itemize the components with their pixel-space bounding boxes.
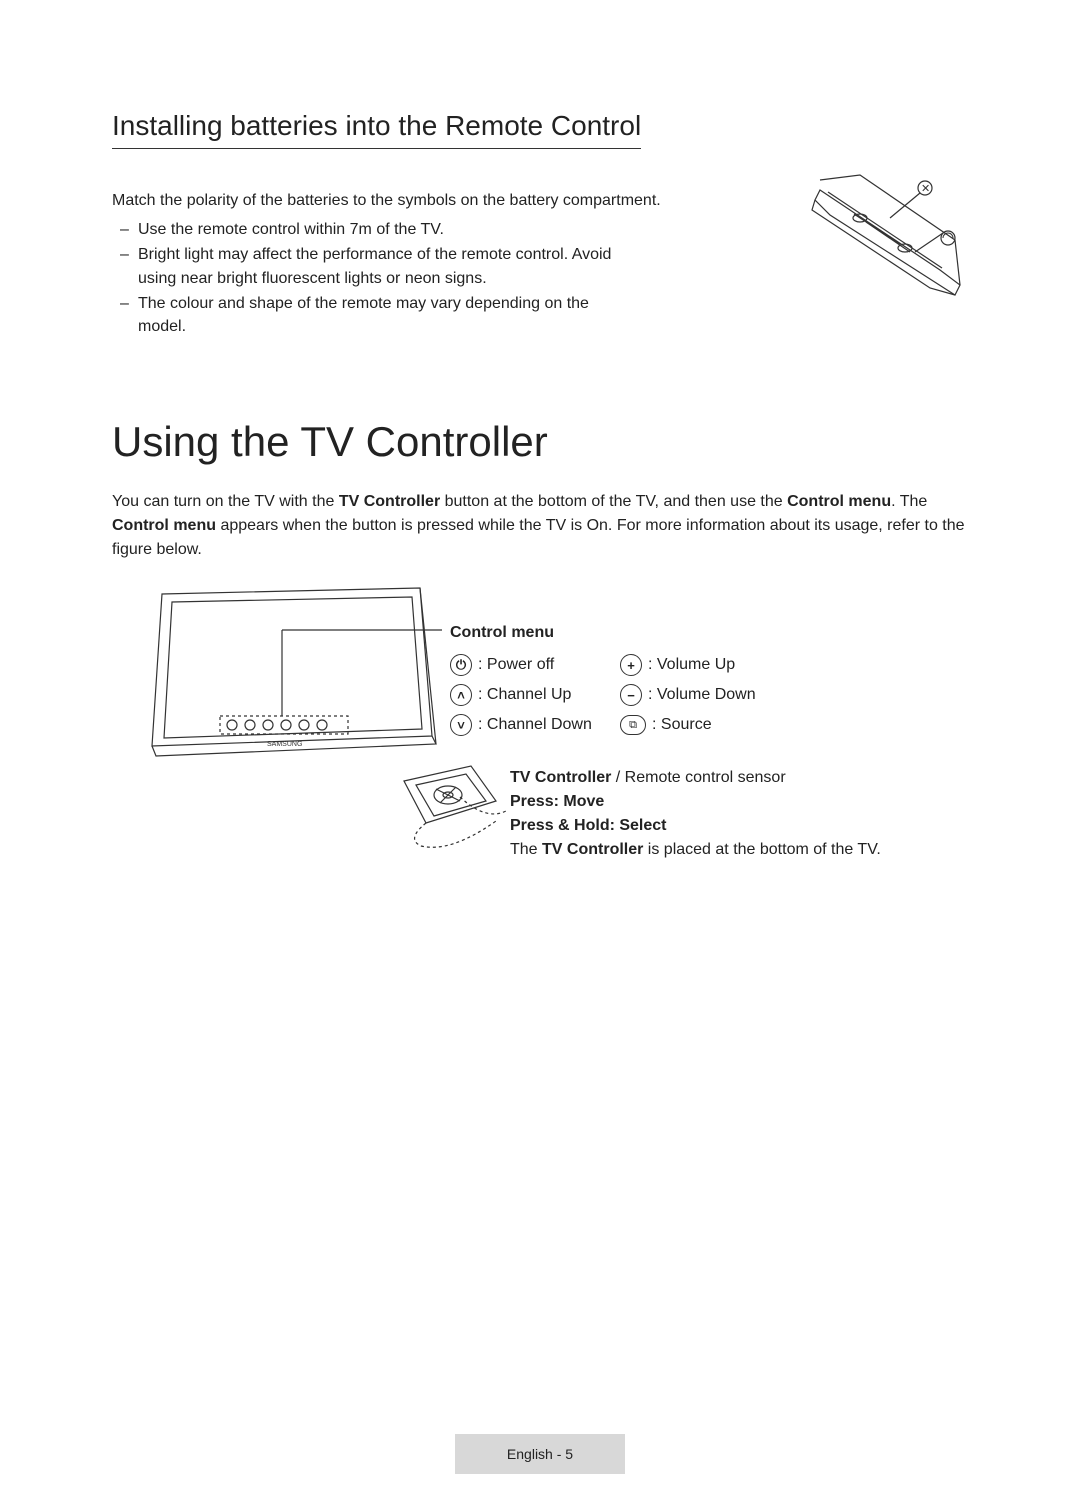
- bullet-item: Bright light may affect the performance …: [120, 243, 640, 289]
- control-icon-label: : Volume Up: [648, 656, 735, 674]
- bullet-item: The colour and shape of the remote may v…: [120, 292, 640, 338]
- control-icon: +: [620, 654, 642, 676]
- svg-text:✕: ✕: [921, 183, 930, 195]
- footer-page-number: English - 5: [455, 1434, 625, 1474]
- control-menu-item: ⧉ : Source: [620, 714, 790, 736]
- control-icon-label: : Channel Down: [478, 716, 592, 734]
- control-menu-item: −: Volume Down: [620, 684, 790, 706]
- control-menu-block: Control menu ⏻ : Power off + : Volume Up ˄ : …: [450, 624, 790, 736]
- section-heading-batteries: Installing batteries into the Remote Con…: [112, 110, 641, 149]
- diagram-area: SAMSUNG Control menu ⏻ : Power off + : Volu…: [112, 586, 968, 896]
- control-menu-item: + : Volume Up: [620, 654, 790, 676]
- control-icon: ⧉: [620, 715, 646, 735]
- control-menu-icon-grid: ⏻: Power off+: Volume Up˄: Channel Up−: …: [450, 654, 790, 736]
- control-icon-label: : Channel Up: [478, 686, 571, 704]
- tv-illustration: SAMSUNG: [142, 586, 442, 766]
- control-menu-item: ˅ : Channel Down: [450, 714, 620, 736]
- body-paragraph: You can turn on the TV with the TV Contr…: [112, 490, 968, 562]
- control-menu-item: ⏻ : Power off: [450, 654, 620, 676]
- control-icon: ˅: [450, 714, 472, 736]
- control-icon: ⏻: [450, 654, 472, 676]
- remote-battery-illustration: ✕: [810, 170, 970, 300]
- control-menu-title: Control menu: [450, 624, 790, 642]
- control-icon: ˄: [450, 684, 472, 706]
- controller-info-text: TV Controller / Remote control sensor Pr…: [510, 766, 881, 862]
- main-heading-controller: Using the TV Controller: [112, 418, 968, 466]
- samsung-logo: SAMSUNG: [267, 741, 302, 748]
- control-icon: −: [620, 684, 642, 706]
- bullet-item: Use the remote control within 7m of the …: [120, 218, 640, 241]
- control-icon-label: : Power off: [478, 656, 554, 674]
- control-icon-label: : Source: [652, 716, 712, 734]
- control-menu-item: ˄ : Channel Up: [450, 684, 620, 706]
- control-icon-label: : Volume Down: [648, 686, 756, 704]
- controller-detail-illustration: [396, 761, 506, 851]
